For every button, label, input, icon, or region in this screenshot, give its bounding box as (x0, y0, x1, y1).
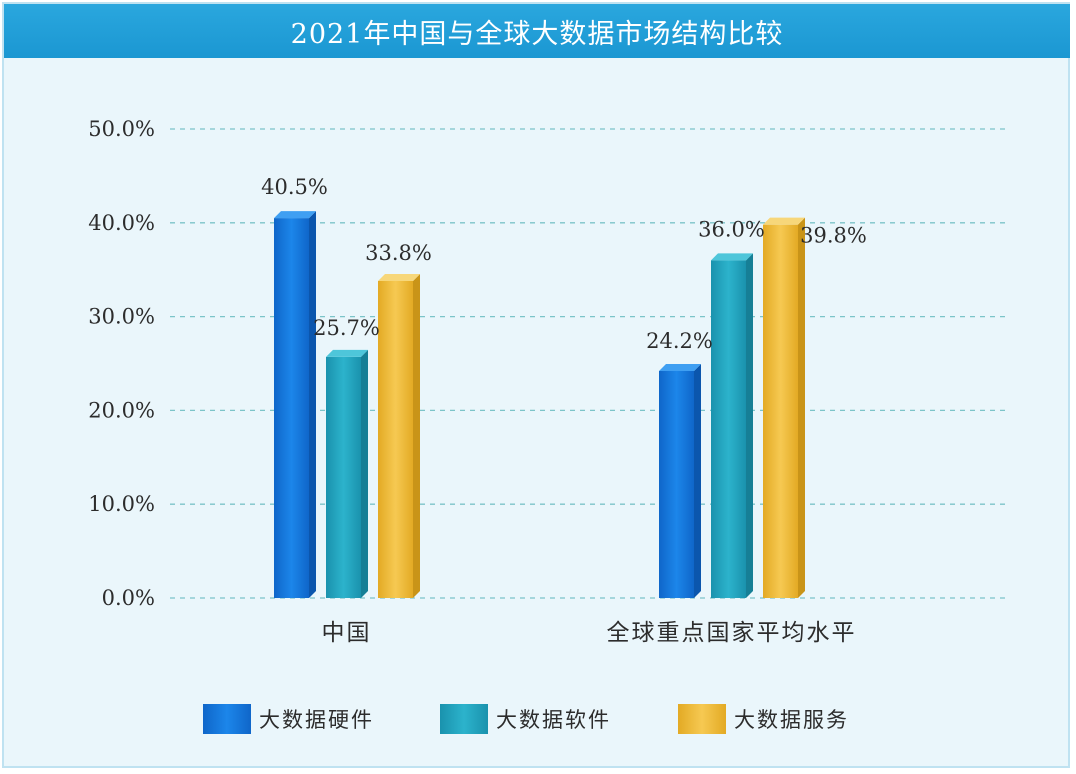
legend-item-hardware: 大数据硬件 (203, 704, 374, 734)
bar-chart: 0.0% 10.0% 20.0% 30.0% 40.0% 50.0% 40.5% 25.7% 3… (88, 117, 1005, 646)
bar-side (361, 349, 368, 598)
bar (763, 224, 798, 598)
bar-side (746, 253, 753, 598)
bar-side (413, 273, 420, 598)
legend-label-software: 大数据软件 (496, 708, 611, 732)
data-label: 36.0% (698, 217, 765, 241)
legend-item-service: 大数据服务 (678, 704, 849, 734)
y-tick-label: 30.0% (88, 305, 155, 329)
legend-item-software: 大数据软件 (440, 704, 611, 734)
y-tick-label: 20.0% (88, 398, 155, 422)
legend-swatch-service (678, 704, 726, 734)
data-label: 39.8% (800, 224, 867, 248)
bar (326, 356, 361, 598)
data-label: 40.5% (261, 175, 328, 199)
bar-top (274, 211, 316, 219)
data-label: 24.2% (646, 329, 713, 353)
bar-top (326, 349, 368, 357)
bar-side (309, 211, 316, 599)
y-tick-label: 50.0% (88, 117, 155, 141)
bar-top (659, 364, 701, 372)
legend-swatch-software (440, 704, 488, 734)
y-tick-label: 10.0% (88, 492, 155, 516)
bar (659, 371, 694, 598)
bar (274, 218, 309, 599)
bar-top (378, 273, 420, 281)
category-label: 中国 (322, 620, 372, 646)
legend-swatch-hardware (203, 704, 251, 734)
legend-label-hardware: 大数据硬件 (259, 708, 374, 732)
bar (711, 260, 746, 598)
data-label: 25.7% (313, 316, 380, 340)
chart-title: 2021年中国与全球大数据市场结构比较 (290, 18, 784, 50)
category-label: 全球重点国家平均水平 (607, 620, 857, 646)
bar-top (763, 217, 805, 225)
legend-label-service: 大数据服务 (734, 708, 849, 732)
title-bar: 2021年中国与全球大数据市场结构比较 (4, 4, 1070, 58)
y-tick-label: 40.0% (88, 211, 155, 235)
y-tick-label: 0.0% (102, 586, 155, 610)
data-label: 33.8% (365, 241, 432, 265)
bar (378, 280, 413, 598)
bar-side (694, 364, 701, 598)
bar-side (798, 217, 805, 598)
bar-top (711, 253, 753, 261)
legend: 大数据硬件 大数据软件 大数据服务 (0, 700, 1076, 740)
